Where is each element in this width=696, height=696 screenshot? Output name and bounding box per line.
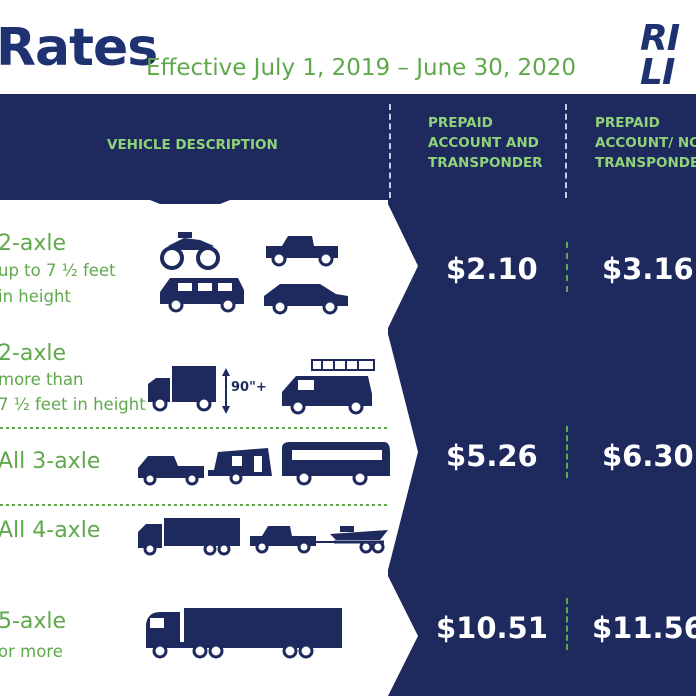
box-truck-trailer-icon [138,518,240,556]
table-header-band [0,94,696,200]
page-title: Rates [0,18,158,78]
logo-line-1: RI [640,18,680,59]
rate-divider [566,242,568,292]
row-axle-label: 2-axle [0,341,67,366]
header-col2-line: PREPAID [595,115,660,131]
row-sub-label: 7 ½ feet in height [0,395,146,414]
header-col2-line: ACCOUNT/ NO [595,135,696,151]
row-sub-label: or more [0,642,63,661]
row-axle-label: All 3-axle [0,449,101,474]
header-divider [565,104,567,198]
row-axle-label: All 4-axle [0,518,101,543]
box-truck-icon [148,366,216,412]
header-vehicle-description: VEHICLE DESCRIPTION [107,137,278,153]
header-prepaid-no-transponder: PREPAID ACCOUNT/ NO TRANSPONDE [595,113,696,173]
car-icon [264,284,348,315]
header-divider [389,104,391,198]
pickup-with-boat-trailer-icon [250,526,388,554]
motorcycle-icon [160,232,220,270]
rate-3-4axle-col2: $6.30 [602,439,694,473]
rate-5axle-col1: $10.51 [436,611,548,645]
semi-truck-icon [146,608,342,659]
rate-2axle-col1: $2.10 [446,252,538,286]
camper-trailer-icon [208,448,272,485]
bus-icon [282,442,390,486]
row-sub-label: up to 7 ½ feet [0,261,116,280]
rate-2axle-col2: $3.16 [602,252,694,286]
header-prepaid-transponder: PREPAID ACCOUNT AND TRANSPONDER [428,113,543,173]
header-col2-line: TRANSPONDE [595,155,696,171]
brand-logo: RI LI [640,18,680,93]
pickup-truck-icon [266,236,338,267]
row-axle-label: 5-axle [0,609,67,634]
work-van-with-ladder-icon [282,359,375,415]
row-axle-label: 2-axle [0,231,67,256]
height-indicator-icon [222,368,230,414]
rate-3-4axle-col1: $5.26 [446,439,538,473]
van-icon [160,278,244,313]
row-sub-label: more than [0,370,84,389]
rate-5axle-col2: $11.56 [592,611,696,645]
header-col1-line: ACCOUNT AND [428,135,539,151]
logo-line-2: LI [640,52,675,93]
header-col1-line: TRANSPONDER [428,155,543,171]
row-sub-label: in height [0,287,71,306]
rate-divider [566,426,568,478]
truck-with-trailer-icon [138,456,204,486]
effective-dates: Effective July 1, 2019 – June 30, 2020 [146,55,577,81]
rates-panel [388,200,696,696]
height-note: 90"+ [231,380,267,395]
rate-divider [566,598,568,650]
header-col1-line: PREPAID [428,115,493,131]
